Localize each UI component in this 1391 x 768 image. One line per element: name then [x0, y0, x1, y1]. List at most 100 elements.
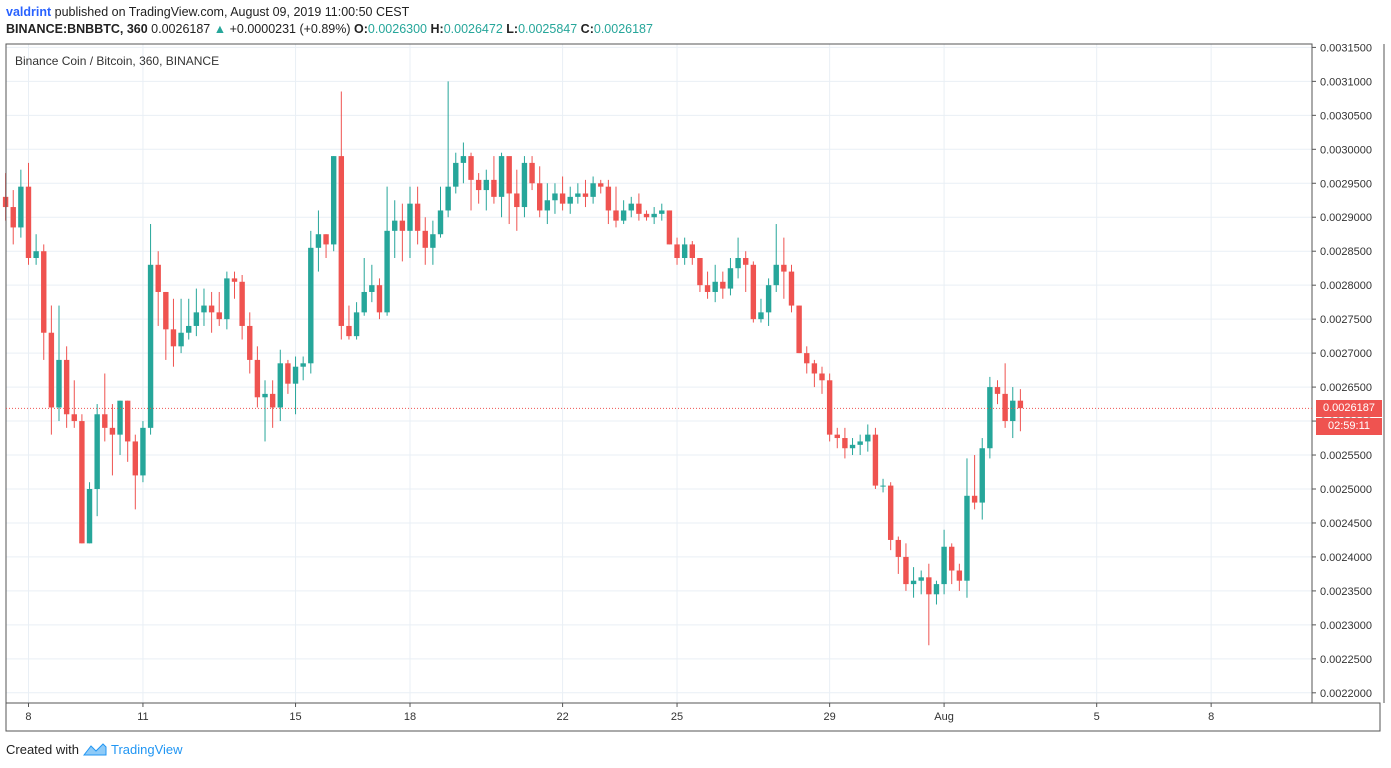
candle-up: [384, 230, 390, 313]
y-tick-label: 0.0023000: [1320, 620, 1372, 632]
candle-up: [498, 156, 505, 197]
candle-down: [826, 380, 833, 435]
candle-down: [605, 186, 612, 211]
candle-down: [323, 234, 329, 245]
candle-down: [63, 359, 70, 415]
candle-up: [56, 359, 62, 408]
candle-down: [376, 285, 383, 313]
y-tick-label: 0.0030500: [1320, 110, 1372, 122]
candle-up: [300, 363, 306, 367]
tradingview-logo-icon: [82, 743, 107, 756]
candle-up: [392, 220, 398, 231]
symbol-label: BINANCE:BNBBTC, 360: [6, 22, 148, 36]
candle-down: [102, 414, 108, 428]
candle-up: [277, 363, 283, 408]
candle-down: [819, 373, 825, 381]
y-tick-label: 0.0022500: [1320, 654, 1372, 666]
candle-down: [666, 210, 673, 245]
candle-down: [399, 220, 406, 231]
tradingview-brand[interactable]: TradingView: [110, 742, 183, 757]
candle-down: [926, 577, 932, 595]
candle-up: [628, 203, 634, 211]
x-tick-label: 29: [824, 711, 836, 723]
bar-countdown-badge: 02:59:11: [1316, 418, 1382, 436]
candle-down: [643, 213, 650, 218]
candle-up: [567, 196, 573, 204]
candle-down: [895, 539, 902, 557]
candle-down: [491, 179, 497, 197]
candle-down: [109, 427, 116, 435]
candle-down: [170, 329, 177, 347]
x-tick-label: 15: [289, 711, 301, 723]
candle-up: [765, 285, 772, 313]
price-change: +0.0000231 (+0.89%): [229, 22, 351, 36]
candle-up: [857, 441, 863, 445]
candle-down: [971, 495, 978, 503]
candle-down: [674, 244, 680, 259]
candle-up: [712, 281, 718, 292]
candle-down: [788, 271, 795, 306]
x-tick-label: Aug: [934, 711, 954, 723]
x-tick-label: 5: [1094, 711, 1100, 723]
candle-down: [956, 570, 963, 581]
candle-up: [193, 312, 200, 326]
candle-up: [453, 162, 459, 187]
candle-down: [254, 359, 261, 398]
high-label: H:: [430, 22, 444, 36]
y-tick-label: 0.0031000: [1320, 76, 1372, 88]
y-tick-label: 0.0031500: [1320, 42, 1372, 54]
candle-up: [659, 210, 665, 214]
y-tick-label: 0.0024500: [1320, 518, 1372, 530]
candle-down: [804, 353, 810, 364]
footer: Created with TradingView: [6, 742, 183, 757]
candle-down: [216, 312, 222, 320]
candle-up: [361, 291, 367, 313]
candlestick-chart[interactable]: 0.0031500 0.0031000 0.0030500 0.0030000 0.00…: [0, 0, 1391, 740]
candle-down: [582, 193, 589, 197]
y-tick-label: 0.0028000: [1320, 280, 1372, 292]
candle-up: [407, 203, 413, 231]
candles: [2, 81, 1024, 646]
low-value: 0.0025847: [518, 22, 578, 36]
candle-down: [598, 183, 604, 187]
candle-up: [147, 264, 154, 428]
candle-down: [247, 325, 253, 360]
candle-up: [773, 264, 779, 286]
published-text: published on TradingView.com, August 09,…: [54, 5, 410, 19]
candle-down: [704, 285, 711, 292]
y-tick-label: 0.0026500: [1320, 382, 1372, 394]
y-tick-label: 0.0027000: [1320, 348, 1372, 360]
y-tick-label: 0.0025000: [1320, 484, 1372, 496]
candle-down: [155, 264, 161, 292]
high-value: 0.0026472: [443, 22, 503, 36]
x-tick-label: 25: [671, 711, 683, 723]
candle-down: [269, 393, 276, 408]
candle-up: [117, 400, 123, 435]
x-tick-label: 8: [1208, 711, 1214, 723]
candle-up: [483, 179, 489, 191]
candle-up: [330, 156, 337, 245]
y-tick-label: 0.0024000: [1320, 552, 1372, 564]
candle-up: [941, 546, 947, 585]
x-tick-label: 11: [137, 711, 148, 723]
author-link[interactable]: valdrint: [6, 5, 52, 19]
candle-down: [48, 332, 55, 408]
last-price: 0.0026187: [151, 22, 211, 36]
candle-down: [79, 421, 85, 544]
x-tick-label: 18: [404, 711, 416, 723]
candle-up: [552, 193, 558, 201]
candle-down: [231, 278, 238, 282]
candle-up: [262, 393, 268, 398]
candle-up: [445, 186, 451, 211]
candle-down: [346, 325, 352, 337]
chart-title: Binance Coin / Bitcoin, 360, BINANCE: [15, 54, 219, 68]
candle-up: [201, 305, 207, 313]
y-tick-label: 0.0030000: [1320, 144, 1372, 156]
candle-up: [1010, 400, 1016, 422]
candle-up: [979, 448, 985, 503]
x-tick-label: 8: [25, 711, 31, 723]
close-label: C:: [580, 22, 594, 36]
candle-up: [727, 268, 734, 289]
candle-up: [430, 234, 436, 248]
candle-up: [521, 162, 528, 208]
